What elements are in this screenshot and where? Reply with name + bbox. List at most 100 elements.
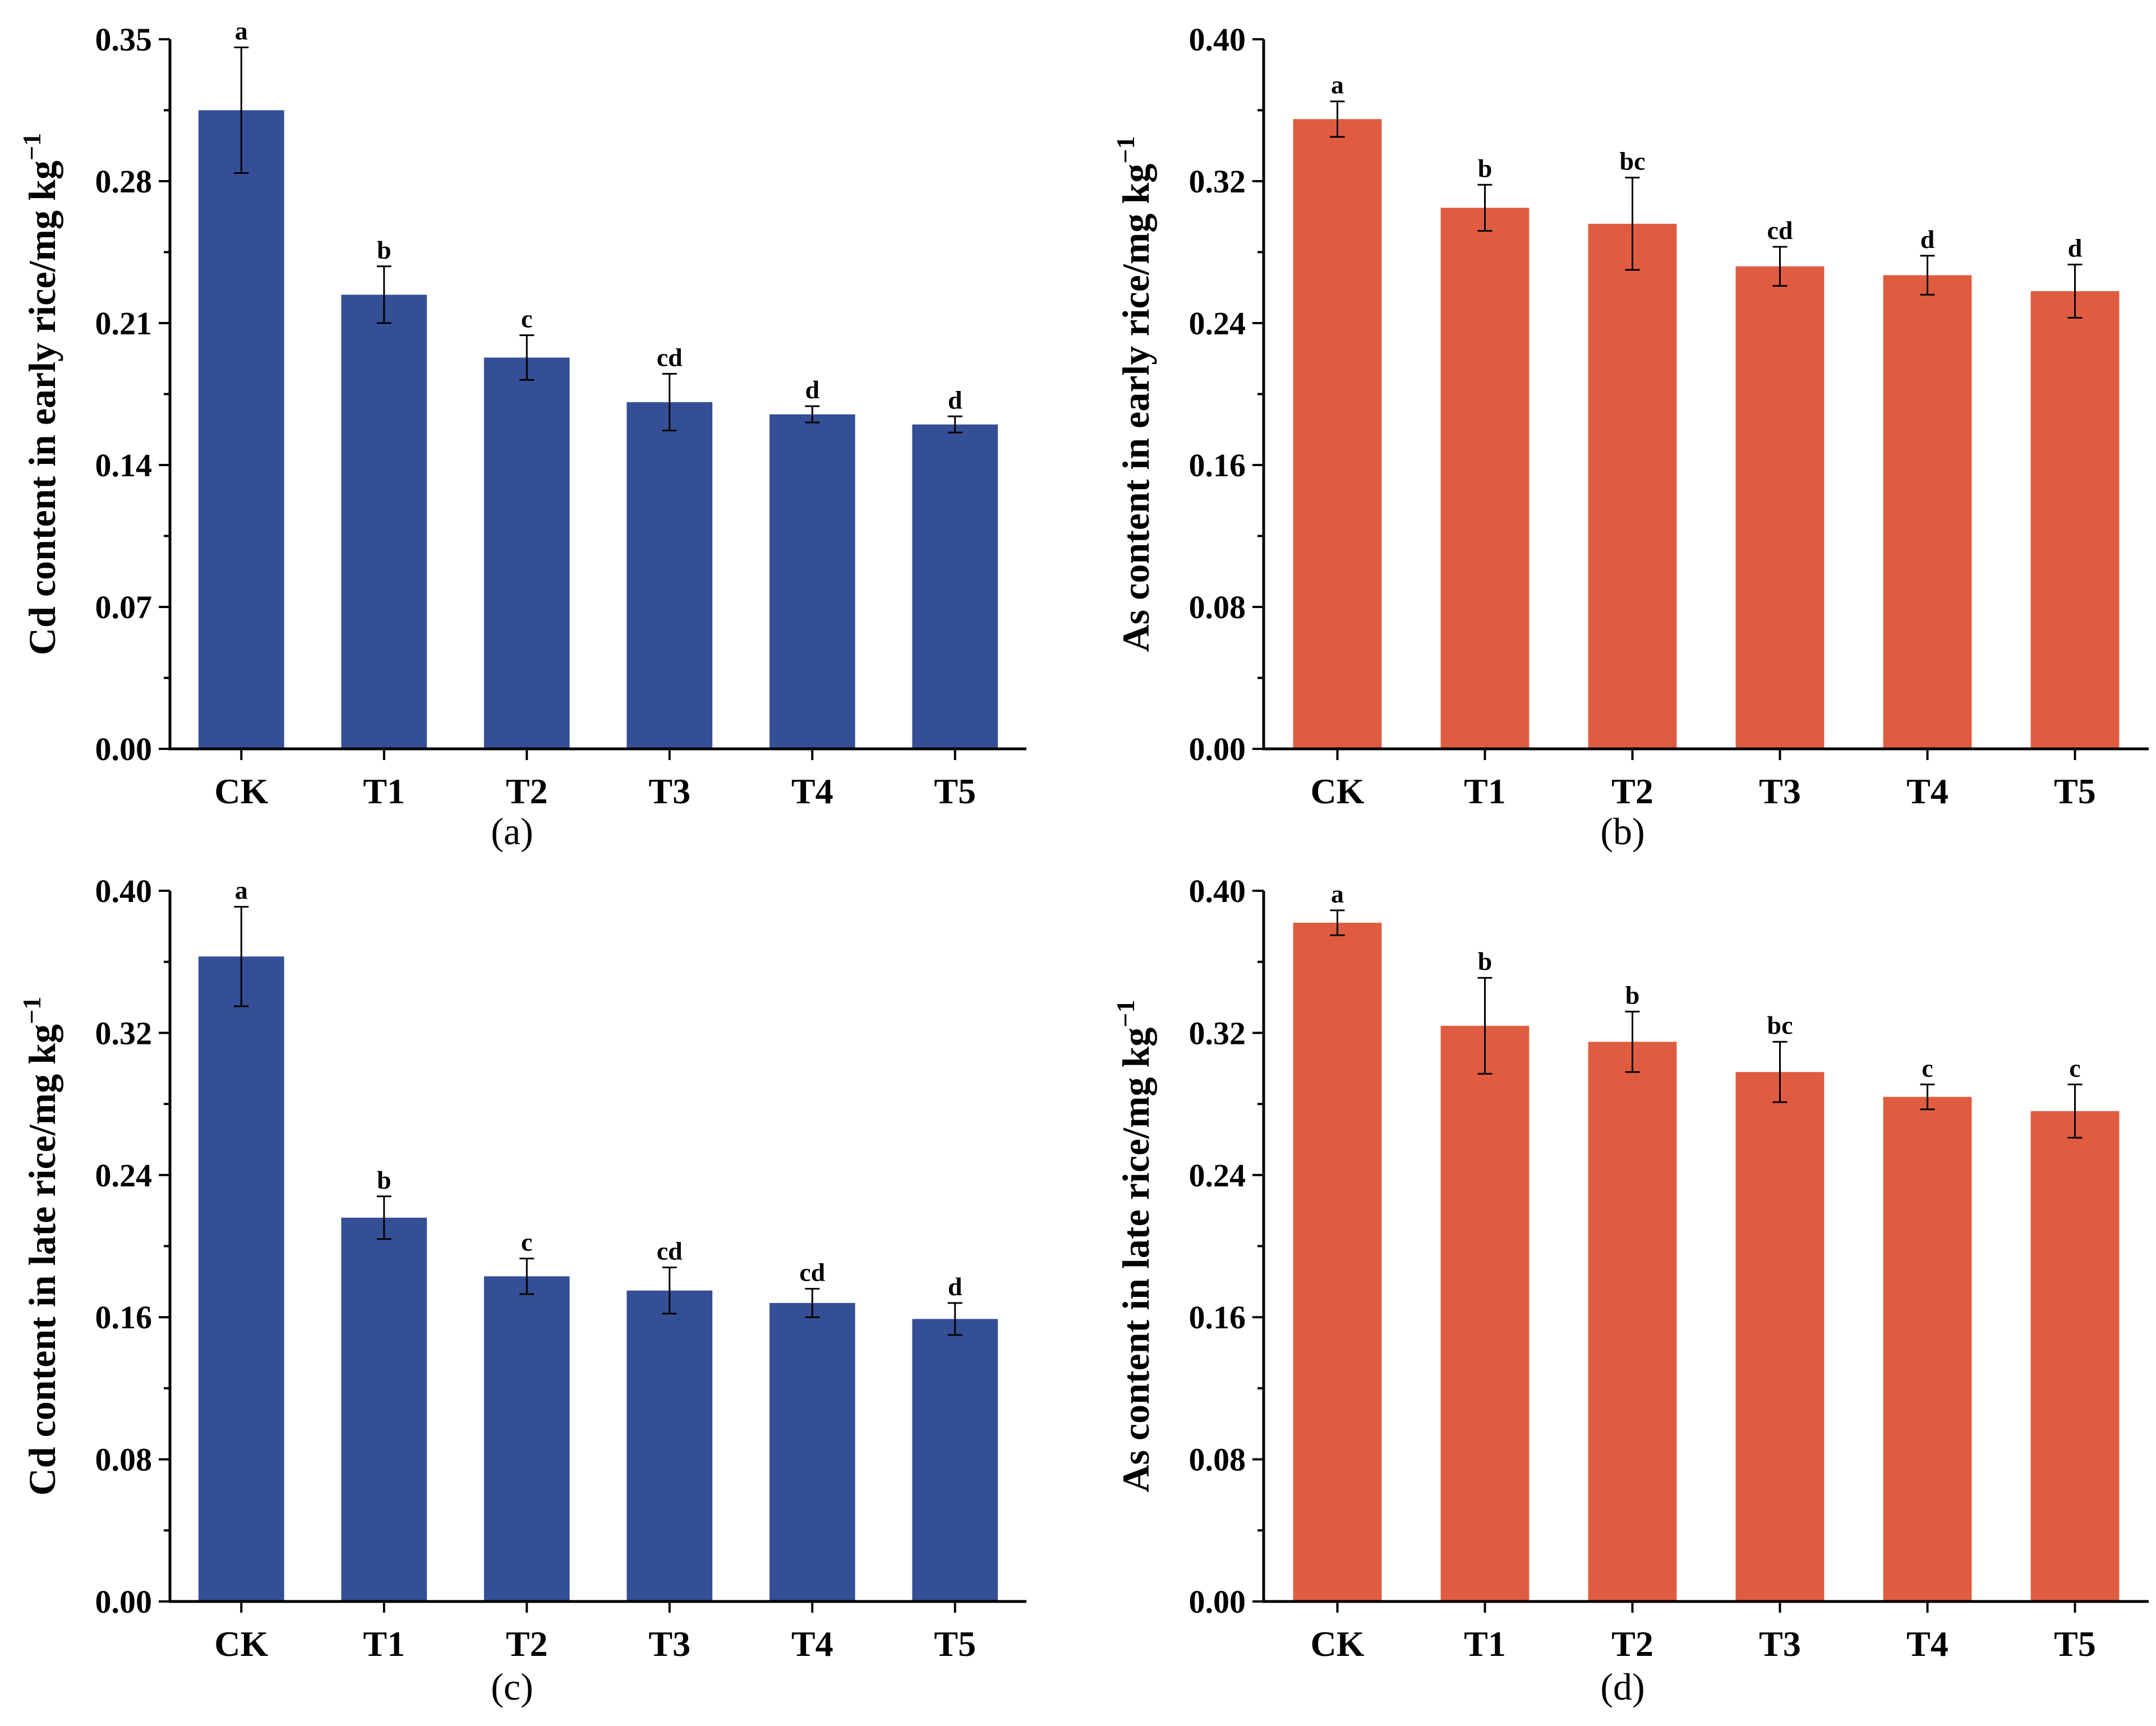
chart-panel-b: a CK b T1 bc T2 cd T3 d T4 d T5 0.00 0.08 0.16 0.24 0.32… [1111, 21, 2149, 853]
bar [769, 1302, 855, 1601]
y-tick-label: 0.40 [1189, 873, 1246, 909]
bar [1588, 1042, 1677, 1601]
y-tick-label: 0.16 [1189, 1299, 1246, 1336]
y-tick-label: 0.32 [1189, 163, 1246, 200]
significance-label: d [1920, 225, 1935, 254]
x-tick-label: T1 [363, 771, 405, 811]
significance-label: d [2068, 234, 2083, 263]
x-tick-label: T4 [1906, 1624, 1948, 1664]
bar [1440, 208, 1530, 749]
x-tick-label: T3 [648, 771, 690, 811]
y-tick-label: 0.00 [95, 731, 153, 767]
y-tick-label: 0.24 [1189, 1157, 1246, 1194]
significance-label: cd [657, 1237, 683, 1265]
x-tick-label: T5 [2054, 771, 2096, 811]
y-tick-label: 0.24 [1189, 305, 1246, 342]
y-tick-label: 0.00 [95, 1584, 153, 1620]
y-axis-label-text: As content in early rice/mg kg [1114, 164, 1157, 652]
significance-label: b [377, 236, 391, 264]
significance-label: cd [799, 1258, 825, 1287]
y-tick-label: 0.08 [1189, 1442, 1246, 1478]
bar [198, 110, 284, 749]
y-tick-label: 0.00 [1189, 1584, 1246, 1620]
significance-label: a [235, 876, 248, 905]
x-tick-label: T3 [648, 1624, 690, 1664]
bar [2030, 291, 2120, 749]
bar [341, 1217, 427, 1601]
y-tick-label: 0.16 [1189, 447, 1246, 484]
bar [626, 1290, 713, 1601]
x-tick-label: T4 [1906, 771, 1948, 811]
chart-panel-d: a CK b T1 b T2 bc T3 c T4 c T5 0.00 0.08 0.16 0.24 0.32 0… [1111, 873, 2149, 1708]
bar [1735, 266, 1825, 749]
y-tick-label: 0.14 [95, 447, 153, 484]
significance-label: a [235, 16, 248, 45]
panel-label: (c) [491, 1665, 533, 1708]
x-tick-label: T3 [1759, 771, 1801, 811]
bar [1883, 1097, 1972, 1601]
y-tick-label: 0.32 [1189, 1015, 1246, 1051]
y-axis-label-text: As content in late rice/mg kg [1114, 1028, 1157, 1493]
bar [1588, 223, 1677, 749]
x-tick-label: T2 [1611, 771, 1653, 811]
significance-label: b [1478, 947, 1492, 975]
x-tick-label: T1 [1464, 771, 1506, 811]
y-axis-label: As content in late rice/mg kg−1 [1111, 1000, 1157, 1492]
y-tick-label: 0.00 [1189, 731, 1246, 767]
chart-panel-c: a CK b T1 c T2 cd T3 cd T4 d T5 0.00 0.08 0.16 0.24 0.32… [17, 873, 1026, 1708]
bar [912, 1319, 998, 1601]
y-tick-label: 0.40 [1189, 21, 1246, 58]
significance-label: c [521, 305, 532, 333]
x-tick-label: T4 [791, 1624, 833, 1664]
x-tick-label: T5 [934, 771, 976, 811]
y-tick-label: 0.35 [95, 21, 153, 58]
y-tick-label: 0.28 [95, 163, 153, 200]
bar [341, 294, 427, 749]
y-tick-label: 0.40 [95, 873, 153, 909]
panel-label: (d) [1600, 1665, 1644, 1708]
significance-label: b [1625, 981, 1640, 1009]
bar [1883, 275, 1972, 749]
bar [1293, 119, 1382, 749]
bar [483, 1276, 570, 1601]
significance-label: d [948, 1272, 962, 1301]
significance-label: cd [1767, 216, 1793, 245]
x-tick-label: CK [214, 771, 268, 811]
significance-label: b [1478, 154, 1492, 182]
x-tick-label: CK [214, 1624, 268, 1664]
x-tick-label: T2 [506, 771, 548, 811]
x-tick-label: T2 [1611, 1624, 1653, 1664]
y-tick-label: 0.21 [95, 305, 153, 342]
significance-label: c [2069, 1053, 2080, 1082]
significance-label: a [1331, 880, 1344, 908]
y-tick-label: 0.08 [95, 1442, 153, 1478]
bar [2030, 1111, 2120, 1601]
bar [1735, 1072, 1825, 1601]
x-tick-label: CK [1311, 771, 1365, 811]
y-axis-label-text: Cd content in early rice/mg kg [21, 160, 63, 655]
significance-label: cd [657, 343, 683, 371]
x-tick-label: T4 [791, 771, 833, 811]
y-tick-label: 0.07 [95, 589, 153, 625]
x-tick-label: T5 [2054, 1624, 2096, 1664]
y-tick-label: 0.16 [95, 1299, 153, 1336]
y-tick-label: 0.32 [95, 1015, 153, 1051]
bar [769, 414, 855, 749]
panel-label: (a) [491, 810, 533, 853]
significance-label: c [1922, 1053, 1933, 1082]
significance-label: d [948, 385, 962, 414]
y-tick-label: 0.24 [95, 1157, 153, 1194]
y-axis-label: Cd content in early rice/mg kg−1 [17, 133, 63, 655]
bar [483, 357, 570, 749]
x-tick-label: T1 [363, 1624, 405, 1664]
bar [1293, 923, 1382, 1601]
significance-label: bc [1620, 147, 1646, 176]
significance-label: a [1331, 71, 1344, 99]
x-tick-label: CK [1311, 1624, 1365, 1664]
y-axis-label-text: Cd content in late rice/mg kg [21, 1024, 63, 1495]
x-tick-label: T5 [934, 1624, 976, 1664]
significance-label: b [377, 1166, 391, 1194]
bar [198, 956, 284, 1601]
bar [912, 424, 998, 749]
